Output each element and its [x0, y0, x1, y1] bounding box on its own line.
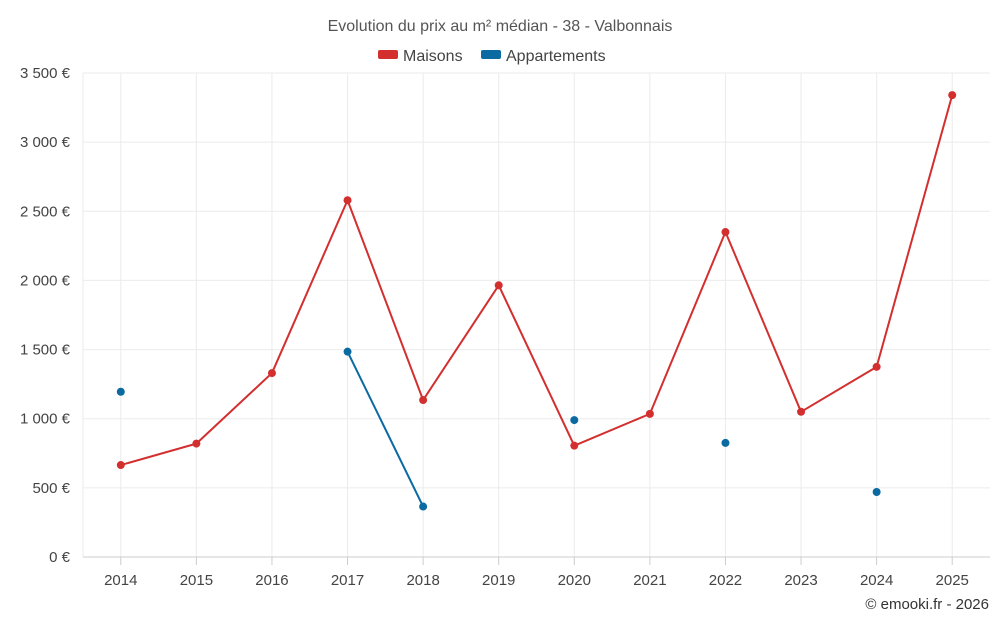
data-point-maisons[interactable] [721, 228, 730, 237]
legend-swatch-appartements [481, 50, 501, 59]
data-point-appartements[interactable] [721, 438, 730, 447]
x-tick-label: 2014 [104, 572, 137, 589]
chart-title: Evolution du prix au m² médian - 38 - Va… [328, 18, 673, 35]
data-point-maisons[interactable] [343, 196, 352, 205]
y-tick-label: 1 500 € [20, 342, 71, 359]
x-tick-label: 2023 [784, 572, 817, 589]
y-tick-label: 1 000 € [20, 411, 71, 428]
data-point-appartements[interactable] [419, 502, 428, 511]
data-point-maisons[interactable] [494, 281, 503, 290]
grid [82, 72, 990, 557]
x-axis: 2014 2015 2016 2017 2018 2019 2020 2021 2022 2023… [83, 556, 990, 589]
data-point-appartements[interactable] [343, 347, 352, 356]
legend: Maisons Appartements [378, 48, 606, 65]
y-tick-label: 2 500 € [20, 203, 71, 220]
x-tick-label: 2017 [331, 572, 364, 589]
data-point-maisons[interactable] [267, 369, 276, 378]
data-point-appartements[interactable] [116, 387, 125, 396]
series-line-appartements [346, 351, 425, 507]
series [116, 91, 957, 511]
series-maisons [116, 91, 957, 470]
y-tick-label: 3 500 € [20, 65, 71, 82]
x-tick-label: 2020 [558, 572, 591, 589]
data-point-maisons[interactable] [116, 461, 125, 470]
x-tick-label: 2015 [180, 572, 213, 589]
data-point-maisons[interactable] [797, 407, 806, 416]
x-tick-label: 2024 [860, 572, 893, 589]
legend-label-maisons: Maisons [403, 48, 463, 65]
data-point-appartements[interactable] [570, 416, 579, 425]
legend-item-maisons[interactable]: Maisons [378, 48, 463, 65]
y-tick-label: 0 € [49, 549, 71, 566]
data-point-maisons[interactable] [419, 396, 428, 405]
x-tick-label: 2018 [406, 572, 439, 589]
x-tick-label: 2019 [482, 572, 515, 589]
data-point-maisons[interactable] [948, 91, 957, 100]
legend-item-appartements[interactable]: Appartements [481, 48, 606, 65]
y-tick-label: 500 € [32, 480, 70, 497]
data-point-maisons[interactable] [570, 441, 579, 450]
y-tick-label: 2 000 € [20, 272, 71, 289]
credit-text: © emooki.fr - 2026 [865, 596, 989, 613]
x-tick-label: 2022 [709, 572, 742, 589]
data-point-appartements[interactable] [872, 488, 881, 497]
series-appartements [116, 347, 881, 511]
data-point-maisons[interactable] [872, 362, 881, 371]
x-tick-label: 2021 [633, 572, 666, 589]
legend-label-appartements: Appartements [506, 48, 606, 65]
data-point-maisons[interactable] [192, 439, 201, 448]
y-axis: 0 € 500 € 1 000 € 1 500 € 2 000 € 2 500 € 3 00… [20, 65, 71, 566]
data-point-maisons[interactable] [645, 409, 654, 418]
x-tick-label: 2016 [255, 572, 288, 589]
series-line-maisons [120, 94, 954, 467]
x-tick-label: 2025 [936, 572, 969, 589]
legend-swatch-maisons [378, 50, 398, 59]
y-tick-label: 3 000 € [20, 134, 71, 151]
